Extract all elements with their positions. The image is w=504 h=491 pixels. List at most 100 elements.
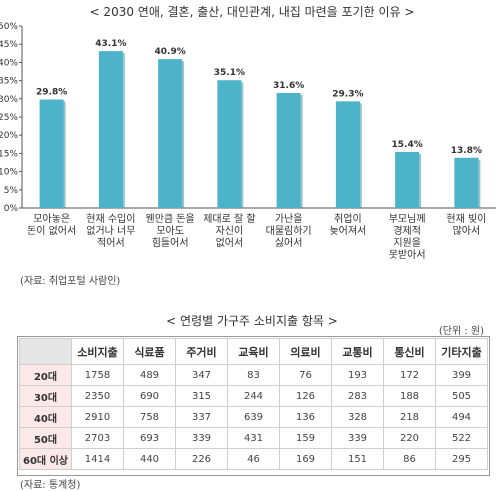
spending-table: 소비지출 식료품 주거비 교육비 의료비 교통비 통신비 기타지출 20대 17… xyxy=(19,338,488,470)
category-label-line: 부모님께 xyxy=(389,213,426,225)
category-label-line: 대물림하기 xyxy=(266,224,312,237)
category-label-line: 모아도 xyxy=(156,225,184,237)
category-label: 취업이 늦어져서 xyxy=(329,212,366,237)
row-label: 30대 xyxy=(19,385,72,407)
table-cell: 431 xyxy=(227,427,280,449)
bar xyxy=(395,151,420,208)
category-label: 부모님께 경제적 지원을 못받아서 xyxy=(389,213,426,261)
table-cell: 489 xyxy=(123,364,176,386)
category-label-line: 힘들어서 xyxy=(152,237,189,249)
table-cell: 494 xyxy=(435,406,488,428)
category-label: 현재 빚이 많아서 xyxy=(446,213,486,237)
bar-value-label: 15.4% xyxy=(392,140,423,150)
table-row: 20대 1758 489 347 83 76 193 172 399 xyxy=(19,364,488,386)
table-cell: 337 xyxy=(175,406,228,428)
table-corner-cell xyxy=(19,338,72,365)
table-cell: 690 xyxy=(123,385,176,407)
category-label-line: 적어서 xyxy=(97,237,125,249)
table-cell: 328 xyxy=(331,406,384,428)
bar xyxy=(276,92,301,208)
category-label-line: 싫어서 xyxy=(275,237,303,249)
category-label-line: 못받아서 xyxy=(389,249,426,261)
category-label-line: 없거나 너무 xyxy=(86,224,135,237)
y-tick-label: 45% xyxy=(0,40,18,50)
category-label-line: 자신이 xyxy=(216,225,244,237)
category-label-line: 모아놓은 xyxy=(33,213,70,225)
table-frame xyxy=(17,336,490,476)
table-cell: 2910 xyxy=(71,406,124,428)
table-cell: 244 xyxy=(227,385,280,407)
bar-value-label: 29.3% xyxy=(332,89,363,99)
category-label-line: 없어서 xyxy=(216,236,244,249)
y-tick-label: 25% xyxy=(0,113,18,123)
table-cell: 76 xyxy=(279,364,332,386)
table-cell: 399 xyxy=(435,364,488,386)
column-header: 통신비 xyxy=(383,338,436,365)
table-row: 40대 2910 758 337 639 136 328 218 494 xyxy=(19,406,488,428)
column-header: 식료품 xyxy=(123,338,176,365)
column-header: 교통비 xyxy=(331,338,384,365)
y-tick-label: 35% xyxy=(0,77,18,87)
row-label: 50대 xyxy=(19,427,72,449)
table-cell: 758 xyxy=(123,406,176,428)
column-header: 소비지출 xyxy=(71,338,124,365)
bar-value-label: 29.8% xyxy=(36,88,67,98)
table-cell: 86 xyxy=(383,448,436,470)
category-label-line: 현재 빚이 xyxy=(446,213,486,225)
column-header: 의료비 xyxy=(279,338,332,365)
category-label-line: 제대로 잘 할 xyxy=(203,213,255,225)
table-cell: 639 xyxy=(227,406,280,428)
y-tick-label: 0% xyxy=(4,204,19,214)
table-cell: 339 xyxy=(175,427,228,449)
category-label: 제대로 잘 할 자신이 없어서 xyxy=(203,213,255,249)
table-cell: 315 xyxy=(175,385,228,407)
table-cell: 218 xyxy=(383,406,436,428)
bar xyxy=(335,101,360,208)
bar-value-label: 43.1% xyxy=(95,39,126,49)
table-cell: 693 xyxy=(123,427,176,449)
category-label-line: 취업이 xyxy=(334,212,362,225)
table-cell: 2350 xyxy=(71,385,124,407)
category-label-line: 웬만큼 돈을 xyxy=(146,212,195,225)
chart-source-note: (자료: 취업포털 사람인) xyxy=(20,276,121,287)
y-tick-label: 20% xyxy=(0,131,18,141)
y-tick-label: 5% xyxy=(4,186,19,196)
category-label-line: 경제적 xyxy=(393,224,421,237)
table-cell: 226 xyxy=(175,448,228,470)
table-row: 50대 2703 693 339 431 159 339 220 522 xyxy=(19,427,488,449)
category-label-line: 늦어져서 xyxy=(329,225,366,237)
bar-chart: 0% 5% 10% 15% 20% 25% 30% 35% 40% 45% 50% 29.8% 43.… xyxy=(0,22,496,261)
y-tick-label: 50% xyxy=(0,22,18,32)
chart-title: < 2030 연애, 결혼, 출산, 대인관계, 내집 마련을 포기한 이유 > xyxy=(89,5,415,19)
table-cell: 347 xyxy=(175,364,228,386)
row-label: 60대 이상 xyxy=(19,448,72,470)
table-source-note: (자료: 통계청) xyxy=(20,480,81,491)
table-cell: 1758 xyxy=(71,364,124,386)
bar xyxy=(98,51,123,209)
column-header: 교육비 xyxy=(227,338,280,365)
category-label: 모아놓은 돈이 없어서 xyxy=(27,213,76,237)
table-cell: 283 xyxy=(331,385,384,407)
bar xyxy=(217,80,242,208)
category-label: 웬만큼 돈을 모아도 힘들어서 xyxy=(146,212,195,249)
bar-value-label: 13.8% xyxy=(451,146,482,156)
table-row: 60대 이상 1414 440 226 46 169 151 86 295 xyxy=(19,448,488,470)
table-cell: 505 xyxy=(435,385,488,407)
table-cell: 46 xyxy=(227,448,280,470)
y-tick-label: 15% xyxy=(0,149,18,159)
table-row: 30대 2350 690 315 244 126 283 188 505 xyxy=(19,385,488,407)
table-cell: 126 xyxy=(279,385,332,407)
y-tick-label: 10% xyxy=(0,168,18,178)
category-label-line: 많아서 xyxy=(453,225,481,237)
table-cell: 169 xyxy=(279,448,332,470)
column-header: 주거비 xyxy=(175,338,228,365)
table-cell: 188 xyxy=(383,385,436,407)
table-unit-note: (단위 : 원) xyxy=(438,326,484,337)
table-cell: 172 xyxy=(383,364,436,386)
category-label: 현재 수입이 없거나 너무 적어서 xyxy=(86,212,135,249)
table-cell: 440 xyxy=(123,448,176,470)
y-tick-label: 40% xyxy=(0,58,18,68)
table-title: < 연령별 가구주 소비지출 항목 > xyxy=(166,314,338,328)
table-cell: 295 xyxy=(435,448,488,470)
row-label: 20대 xyxy=(19,364,72,386)
